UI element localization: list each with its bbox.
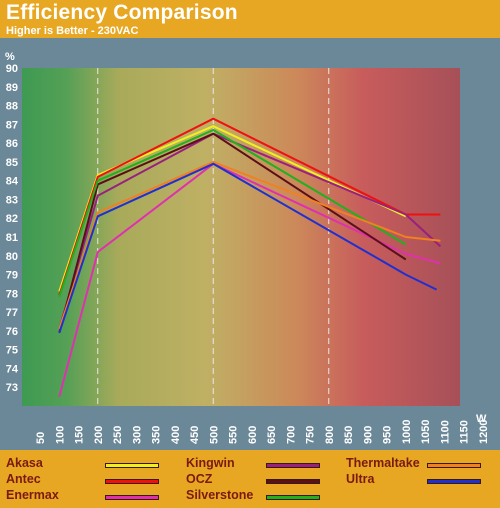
x-tick-label: 300 xyxy=(131,426,143,444)
y-tick-label: 74 xyxy=(6,363,19,375)
x-tick-label: 550 xyxy=(228,426,240,444)
y-tick-label: 81 xyxy=(6,232,18,244)
x-tick-label: 850 xyxy=(343,426,355,444)
y-tick-label: 73 xyxy=(6,382,18,394)
legend-swatch-ocz xyxy=(266,479,320,484)
y-tick-label: 85 xyxy=(6,157,18,169)
x-tick-label: 1150 xyxy=(459,420,471,444)
y-tick-label: 87 xyxy=(6,119,18,131)
y-tick-label: 79 xyxy=(6,270,18,282)
y-tick-label: 83 xyxy=(6,194,18,206)
legend-label-akasa: Akasa xyxy=(6,456,43,470)
x-tick-label: 750 xyxy=(305,426,317,444)
x-tick-label: 600 xyxy=(247,426,259,444)
x-tick-label: 450 xyxy=(189,426,201,444)
y-tick-label: 86 xyxy=(6,138,18,150)
legend-label-antec: Antec xyxy=(6,472,41,486)
x-tick-label: 350 xyxy=(151,426,163,444)
y-tick-label: 77 xyxy=(6,307,18,319)
x-axis-label: W xyxy=(476,413,487,425)
x-tick-label: 250 xyxy=(112,426,124,444)
legend-label-thermaltake: Thermaltake xyxy=(346,456,420,470)
legend-label-ocz: OCZ xyxy=(186,472,213,486)
y-tick-label: 89 xyxy=(6,82,18,94)
legend-swatch-enermax xyxy=(105,495,159,500)
x-tick-label: 1100 xyxy=(439,420,451,444)
x-tick-label: 700 xyxy=(285,426,297,444)
x-tick-label: 500 xyxy=(208,426,220,444)
x-tick-label: 1000 xyxy=(401,420,413,444)
legend-swatch-antec xyxy=(105,479,159,484)
x-tick-label: 900 xyxy=(362,426,374,444)
x-tick-label: 400 xyxy=(170,426,182,444)
x-tick-label: 800 xyxy=(324,426,336,444)
legend-label-ultra: Ultra xyxy=(346,472,375,486)
series-line-thermaltake xyxy=(58,160,441,330)
chart-subtitle: Higher is Better - 230VAC xyxy=(6,25,139,37)
plot-frame: 73 74 75 76 77 78 79 80 81 82 83 84 85 86 87 88 89 90 50 10… xyxy=(0,38,500,450)
x-tick-label: 650 xyxy=(266,426,278,444)
series-line-ultra xyxy=(58,162,438,334)
legend-swatch-ultra xyxy=(427,479,481,484)
legend-swatch-kingwin xyxy=(266,463,320,468)
plot-background xyxy=(22,68,460,406)
x-tick-label: 50 xyxy=(35,432,47,444)
series-line-silverstone xyxy=(58,129,407,298)
y-tick-label: 75 xyxy=(6,345,18,357)
chart-title: Efficiency Comparison xyxy=(6,1,238,24)
y-tick-label: 76 xyxy=(6,326,18,338)
legend-label-enermax: Enermax xyxy=(6,488,59,502)
legend-label-silverstone: Silverstone xyxy=(186,488,254,502)
x-tick-label: 950 xyxy=(382,426,394,444)
y-tick-label: 78 xyxy=(6,288,18,300)
x-tick-label: 100 xyxy=(54,426,66,444)
legend-label-kingwin: Kingwin xyxy=(186,456,235,470)
series-line-ocz xyxy=(58,132,407,334)
y-tick-label: 84 xyxy=(6,176,19,188)
x-tick-label: 1200 xyxy=(478,420,490,444)
legend-swatch-silverstone xyxy=(266,495,320,500)
x-tick-label: 150 xyxy=(74,426,86,444)
y-tick-label: 88 xyxy=(6,101,18,113)
y-axis-label: % xyxy=(5,51,15,63)
x-tick-label: 200 xyxy=(93,426,105,444)
y-tick-label: 82 xyxy=(6,213,18,225)
x-tick-label: 1050 xyxy=(420,420,432,444)
legend-swatch-akasa xyxy=(105,463,159,468)
legend: Akasa Antec Enermax Kingwin OCZ Silverstone Th… xyxy=(0,452,500,508)
efficiency-chart: 73 74 75 76 77 78 79 80 81 82 83 84 85 86 87 88 89 90 50 10… xyxy=(5,51,490,444)
y-tick-label: 80 xyxy=(6,251,18,263)
y-tick-label: 90 xyxy=(6,63,18,75)
legend-swatch-thermaltake xyxy=(427,463,481,468)
